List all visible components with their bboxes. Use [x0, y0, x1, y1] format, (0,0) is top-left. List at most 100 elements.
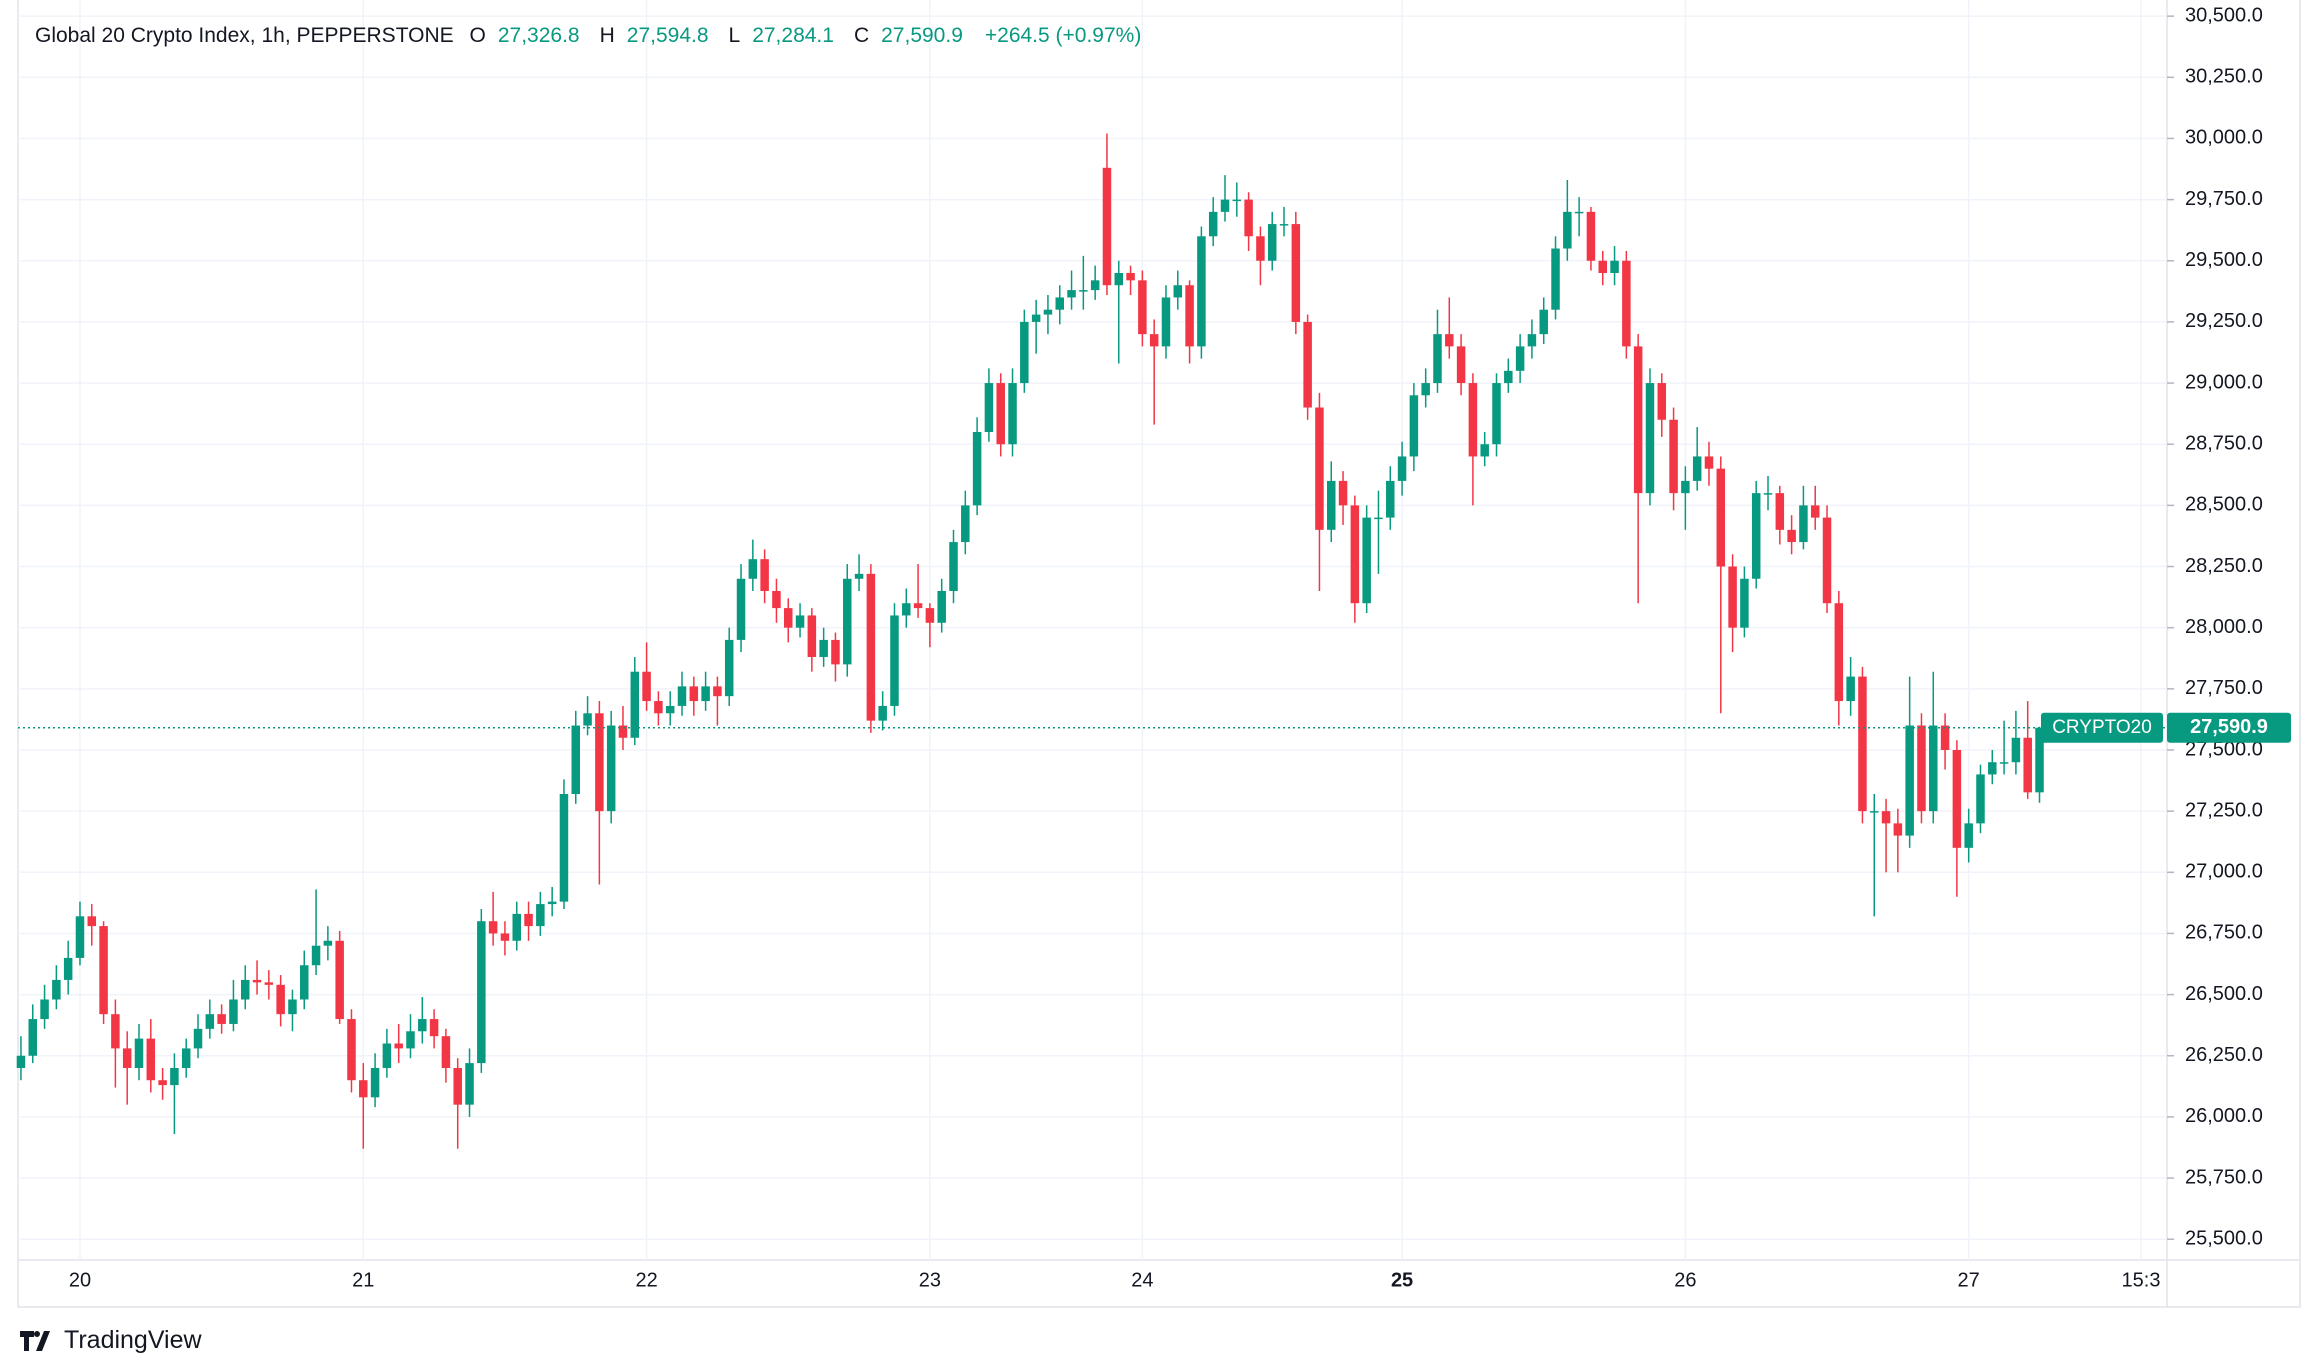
candle-body [323, 940, 333, 946]
candle-body [760, 559, 769, 591]
candle-body [406, 1031, 415, 1049]
candle-body [87, 916, 97, 927]
candle-body [1468, 383, 1478, 457]
candle-body [1775, 493, 1785, 530]
candle-body [512, 913, 521, 941]
x-tick-label: 27 [1958, 1269, 1980, 1291]
candle-body [1291, 224, 1301, 322]
ohlc-item: C 27,590.9 [854, 24, 973, 47]
ohlc-item: L 27,284.1 [729, 24, 844, 47]
symbol-tag: CRYPTO20 [2052, 717, 2152, 738]
candle-body [1161, 297, 1171, 347]
candle-body [536, 904, 545, 927]
candle-body [595, 713, 604, 812]
candle-body [1586, 211, 1596, 261]
x-tick-label: 20 [69, 1269, 91, 1291]
candle-body [40, 999, 49, 1020]
y-tick-label: 29,000.0 [2185, 371, 2263, 393]
candle-body [1681, 480, 1690, 494]
ohlc-key: H [599, 24, 615, 47]
y-tick-label: 28,000.0 [2185, 616, 2263, 638]
candle-body [1527, 334, 1537, 347]
candle-body [1008, 383, 1017, 445]
candle-body [1456, 346, 1466, 384]
candle-body [1055, 297, 1064, 310]
y-tick-label: 28,250.0 [2185, 555, 2263, 577]
candle-body [1114, 272, 1124, 286]
candle-body [1374, 517, 1383, 520]
brand-name: TradingView [64, 1326, 202, 1354]
candle-body [1881, 811, 1891, 824]
candle-body [949, 542, 958, 591]
symbol-tag-bg [2041, 712, 2163, 743]
candle-body [1964, 823, 1973, 848]
candle-body [1822, 517, 1832, 604]
brand[interactable]: TradingView [20, 1326, 202, 1355]
candle-body [16, 1055, 26, 1068]
candle-body [217, 1014, 226, 1024]
ohlc-key: L [728, 24, 741, 47]
y-tick-label: 26,500.0 [2185, 983, 2263, 1005]
candle-body [913, 603, 923, 609]
candle-body [1197, 236, 1206, 347]
candle-body [2035, 727, 2044, 793]
candle-body [99, 926, 108, 1015]
candle-body [1787, 529, 1796, 543]
candle-body [288, 999, 297, 1015]
candle-body [1929, 725, 1938, 812]
x-tick-label: 24 [1131, 1269, 1153, 1291]
candle-body [795, 615, 805, 628]
candle-body [2023, 737, 2032, 793]
candle-body [1090, 280, 1100, 291]
candle-body [441, 1036, 451, 1068]
candle-body [488, 921, 498, 934]
candle-body [1386, 480, 1395, 518]
candle-body [359, 1080, 368, 1098]
candle-body [193, 1028, 203, 1049]
candle-body [1763, 493, 1773, 495]
candle-body [1870, 811, 1879, 813]
candle-body [1728, 566, 1737, 628]
candle-body [1315, 407, 1324, 530]
candle-body [1504, 370, 1513, 384]
candle-body [1740, 578, 1749, 628]
candle-body [311, 945, 321, 966]
candle-body [1893, 823, 1903, 836]
candle-body [252, 979, 262, 983]
candle-body [264, 982, 274, 985]
candle-body [1834, 603, 1844, 702]
candle-body [170, 1067, 179, 1086]
candle-body [382, 1043, 392, 1068]
candle-body [890, 615, 899, 706]
symbol-title: Global 20 Crypto Index, 1h, PEPPERSTONE [35, 24, 454, 47]
candle-body [1208, 211, 1218, 237]
y-tick-label: 27,250.0 [2185, 799, 2263, 821]
candle-body [878, 705, 887, 721]
candle-body [937, 590, 946, 623]
candle-body [1645, 383, 1655, 494]
candle-body [1043, 309, 1053, 315]
candle-body [713, 686, 722, 697]
price-tag-bg [2167, 712, 2291, 743]
candle-body [1279, 224, 1289, 226]
candle-body [1940, 725, 1950, 750]
candle-body [1716, 468, 1726, 567]
ohlc-value: 27,590.9 [881, 24, 963, 47]
candle-body [1350, 505, 1360, 604]
candle-body [429, 1019, 439, 1037]
candle-body [677, 686, 687, 706]
symbol-legend: Global 20 Crypto Index, 1h, PEPPERSTONE … [35, 24, 1151, 48]
candle-body [75, 916, 85, 958]
candle-body [347, 1019, 356, 1081]
candle-body [772, 590, 781, 609]
candle-body [63, 957, 73, 980]
x-tick-label: 25 [1391, 1269, 1413, 1291]
candle-body [1433, 334, 1442, 384]
candle-body [996, 383, 1005, 445]
candle-body [181, 1048, 191, 1068]
y-tick-label: 30,000.0 [2185, 127, 2263, 149]
x-tick-label: 21 [352, 1269, 374, 1291]
candle-body [843, 578, 852, 665]
candle-body [1622, 260, 1631, 347]
